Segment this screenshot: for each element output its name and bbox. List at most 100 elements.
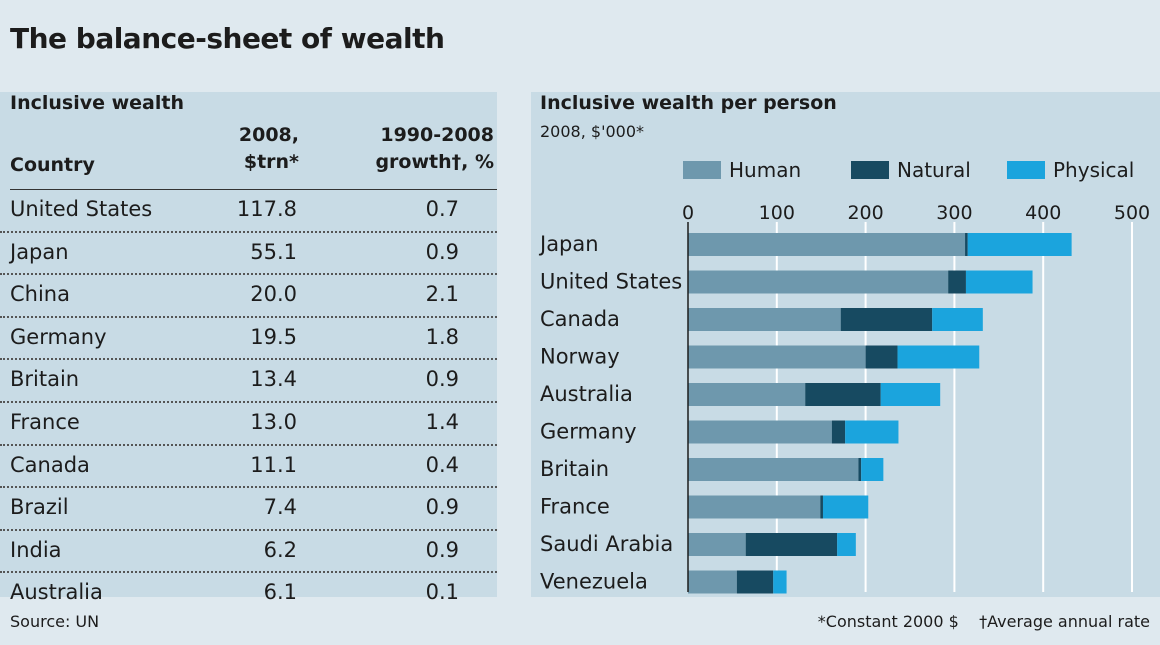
bar-human <box>688 570 737 594</box>
row-value-2008: 55.1 <box>250 239 297 264</box>
category-label: Japan <box>538 232 599 256</box>
col-header-growth-line1: 1990-2008 <box>380 124 494 146</box>
col-header-country: Country <box>10 154 95 176</box>
bar-natural <box>745 533 838 556</box>
bar-natural <box>820 495 823 519</box>
legend-label: Natural <box>897 158 971 182</box>
bar-human <box>688 495 821 519</box>
bar-physical <box>932 308 983 331</box>
wealth-table: Inclusive wealth 2008, $trn* 1990-2008 g… <box>0 92 497 604</box>
category-label: Venezuela <box>540 570 648 594</box>
bar-natural <box>965 233 968 256</box>
bar-human <box>688 458 859 481</box>
row-value-2008: 13.4 <box>250 367 297 392</box>
table-heading: Inclusive wealth <box>10 92 184 114</box>
row-value-2008: 19.5 <box>250 324 297 349</box>
table-row: Canada 11.1 0.4 <box>0 446 497 489</box>
legend-label: Physical <box>1053 158 1135 182</box>
bar-physical <box>965 270 1033 294</box>
category-label: Australia <box>540 382 633 406</box>
col-header-2008: 2008, $trn* <box>179 122 299 176</box>
row-growth: 0.9 <box>425 495 459 520</box>
row-value-2008: 7.4 <box>263 495 297 520</box>
legend-swatch <box>683 161 721 179</box>
footnote-average: †Average annual rate <box>979 612 1150 631</box>
row-country: India <box>10 537 62 562</box>
chart-panel: Inclusive wealth per person 2008, $'000*… <box>531 92 1160 597</box>
category-label: United States <box>540 270 682 294</box>
bar-natural <box>805 383 881 406</box>
row-country: Canada <box>10 452 90 477</box>
bar-physical <box>822 495 869 519</box>
bar-natural <box>831 420 846 444</box>
table-row: China 20.0 2.1 <box>0 275 497 318</box>
page-title: The balance-sheet of wealth <box>10 22 445 55</box>
row-growth: 1.8 <box>425 324 459 349</box>
source-note: Source: UN <box>10 612 100 631</box>
bar-natural <box>736 570 774 594</box>
bar-natural <box>840 308 933 331</box>
row-growth: 1.4 <box>425 409 459 434</box>
bar-natural <box>948 270 966 294</box>
bar-physical <box>897 345 980 369</box>
legend-item-human: Human <box>683 158 801 182</box>
x-tick-label: 500 <box>1114 202 1150 224</box>
header-rule <box>10 189 497 190</box>
table-row: France 13.0 1.4 <box>0 403 497 446</box>
bar-physical <box>837 533 856 556</box>
row-growth: 0.7 <box>425 197 459 221</box>
row-country: France <box>10 409 80 434</box>
table-row: India 6.2 0.9 <box>0 531 497 574</box>
row-value-2008: 20.0 <box>250 282 297 307</box>
row-country: Britain <box>10 367 80 392</box>
bar-physical <box>861 458 884 481</box>
x-tick-label: 200 <box>847 202 883 224</box>
chart-title: Inclusive wealth per person <box>540 92 837 114</box>
bar-human <box>688 383 806 406</box>
category-label: Britain <box>540 457 609 481</box>
x-tick-label: 0 <box>682 202 694 224</box>
bar-human <box>688 420 832 444</box>
row-value-2008: 6.2 <box>263 537 297 562</box>
row-value-2008: 13.0 <box>250 409 297 434</box>
category-label: Germany <box>540 420 637 444</box>
bar-human <box>688 308 841 331</box>
category-label: Norway <box>540 345 620 369</box>
row-growth: 0.9 <box>425 367 459 392</box>
category-label: Canada <box>540 307 620 331</box>
bar-physical <box>845 420 899 444</box>
row-country: Australia <box>10 580 103 605</box>
row-growth: 0.1 <box>425 580 459 605</box>
bar-natural <box>865 345 898 369</box>
footnote-constant: *Constant 2000 $ <box>817 612 959 631</box>
legend-item-physical: Physical <box>1007 158 1134 182</box>
row-value-2008: 11.1 <box>250 452 297 477</box>
category-label: France <box>540 495 610 519</box>
col-header-growth: 1990-2008 growth†, % <box>344 122 494 176</box>
footnotes: *Constant 2000 $ †Average annual rate <box>818 612 1150 631</box>
row-growth: 0.4 <box>425 452 459 477</box>
row-growth: 2.1 <box>425 282 459 307</box>
bar-human <box>688 233 966 256</box>
bar-human <box>688 533 746 556</box>
table-row: United States 117.8 0.7 <box>0 190 497 233</box>
category-label: Saudi Arabia <box>540 532 673 556</box>
table-row: Germany 19.5 1.8 <box>0 318 497 361</box>
legend-label: Human <box>729 158 802 182</box>
bar-human <box>688 345 866 369</box>
table-rows: United States 117.8 0.7 Japan 55.1 0.9 China 20… <box>0 190 497 614</box>
legend-item-natural: Natural <box>851 158 971 182</box>
chart-legend: Human Natural Physical <box>531 158 1160 184</box>
bar-natural <box>858 458 862 481</box>
row-country: United States <box>10 197 153 221</box>
row-country: Japan <box>10 239 69 264</box>
row-value-2008: 6.1 <box>263 580 297 605</box>
table-row: Britain 13.4 0.9 <box>0 360 497 403</box>
row-value-2008: 117.8 <box>236 197 297 221</box>
legend-swatch <box>1007 161 1045 179</box>
table-row: Australia 6.1 0.1 <box>0 573 497 614</box>
bar-physical <box>967 233 1072 256</box>
row-country: Germany <box>10 324 107 349</box>
table-row: Japan 55.1 0.9 <box>0 233 497 276</box>
bar-physical <box>880 383 941 406</box>
